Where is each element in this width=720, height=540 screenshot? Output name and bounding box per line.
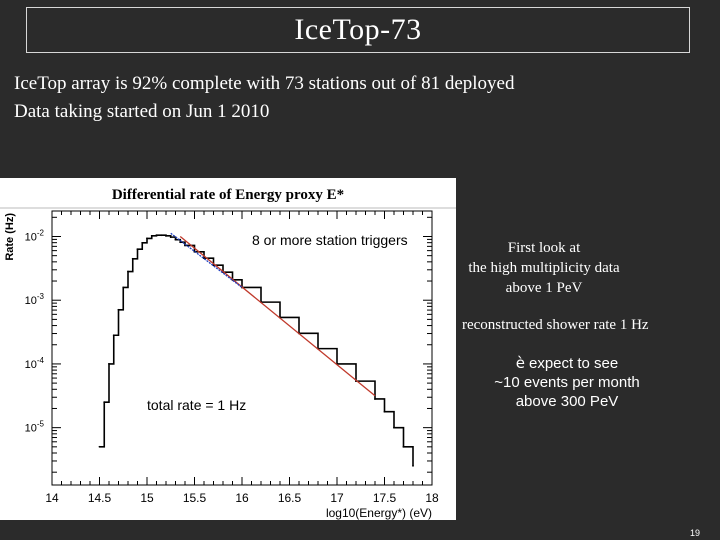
first-look-line-2: the high multiplicity data: [468, 260, 620, 276]
data-point: [108, 363, 110, 365]
data-point: [160, 234, 163, 237]
first-look-note: First look at the high multiplicity data…: [456, 238, 632, 298]
plot-frame: [51, 210, 433, 486]
data-point: [136, 248, 139, 251]
rate-chart: Differential rate of Energy proxy E* 14 14…: [0, 178, 456, 520]
x-tick-label: 16.5: [278, 491, 302, 505]
total-rate-annotation: total rate = 1 Hz: [147, 397, 246, 413]
data-point: [155, 234, 158, 237]
intro-line-1: IceTop array is 92% complete with 73 sta…: [14, 73, 515, 94]
title-box: IceTop-73: [26, 7, 690, 53]
data-point: [98, 445, 101, 448]
slide-title: IceTop-73: [294, 13, 422, 46]
y-tick-label: 10-3: [25, 292, 45, 307]
data-point: [141, 241, 144, 244]
data-point: [402, 445, 405, 448]
expect-line-1: expect to see: [529, 355, 619, 372]
x-tick-label: 15: [140, 491, 154, 505]
expectation-note: è expect to see ~10 events per month abov…: [462, 354, 672, 411]
data-point: [127, 270, 129, 273]
chart-title-strip: [0, 178, 456, 208]
x-tick-label: 14.5: [88, 491, 112, 505]
y-tick-label: 10-5: [25, 420, 45, 435]
intro-text: IceTop array is 92% complete with 73 sta…: [14, 70, 514, 126]
expect-line-2: ~10 events per month: [494, 374, 640, 391]
x-tick-label: 17.5: [373, 491, 397, 505]
data-point: [131, 257, 134, 260]
data-point: [117, 308, 120, 311]
chart-title: Differential rate of Energy proxy E*: [112, 187, 344, 203]
data-point: [146, 237, 148, 240]
data-point: [103, 401, 106, 404]
fit-line-blue: [170, 232, 243, 288]
y-tick-base: 10: [25, 231, 37, 243]
y-axis-label: Rate (Hz): [4, 213, 16, 261]
arrow-right-icon: è: [515, 354, 525, 372]
data-point: [383, 410, 386, 413]
plot-panel: Differential rate of Energy proxy E* 14 14…: [0, 178, 456, 520]
y-tick-exponent: -5: [37, 420, 45, 429]
y-tick-base: 10: [25, 423, 37, 435]
x-tick-label: 14: [45, 491, 59, 505]
data-point: [112, 334, 115, 337]
legend-text: 8 or more station triggers: [252, 232, 408, 248]
data-point: [393, 426, 395, 429]
x-tick-label: 17: [330, 491, 344, 505]
y-tick-label: 10-2: [25, 228, 45, 243]
data-histogram: [99, 234, 414, 466]
first-look-line-3: above 1 PeV: [505, 280, 583, 296]
data-point: [150, 234, 153, 237]
shower-rate-note: reconstructed shower rate 1 Hz: [462, 317, 649, 333]
x-axis-label: log10(Energy*) (eV): [326, 506, 432, 520]
y-tick-exponent: -2: [37, 228, 45, 237]
x-tick-label: 18: [425, 491, 439, 505]
data-point: [179, 241, 182, 244]
x-tick-label: 15.5: [183, 491, 207, 505]
data-point: [122, 286, 125, 289]
y-tick-base: 10: [25, 359, 37, 371]
intro-line-2: Data taking started on Jun 1 2010: [14, 101, 270, 122]
data-point: [169, 236, 172, 239]
x-tick-label: 16: [235, 491, 249, 505]
y-tick-exponent: -4: [37, 356, 45, 365]
expect-line-3: above 300 PeV: [515, 393, 619, 410]
data-point: [374, 398, 376, 400]
data-point: [165, 234, 167, 237]
y-tick-exponent: -3: [37, 292, 45, 301]
data-point: [174, 238, 177, 241]
page-number: 19: [690, 528, 701, 538]
first-look-line-1: First look at: [507, 240, 581, 256]
data-point: [412, 464, 414, 467]
fit-line-red: [179, 235, 376, 397]
y-tick-base: 10: [25, 295, 37, 307]
y-tick-label: 10-4: [25, 356, 45, 371]
